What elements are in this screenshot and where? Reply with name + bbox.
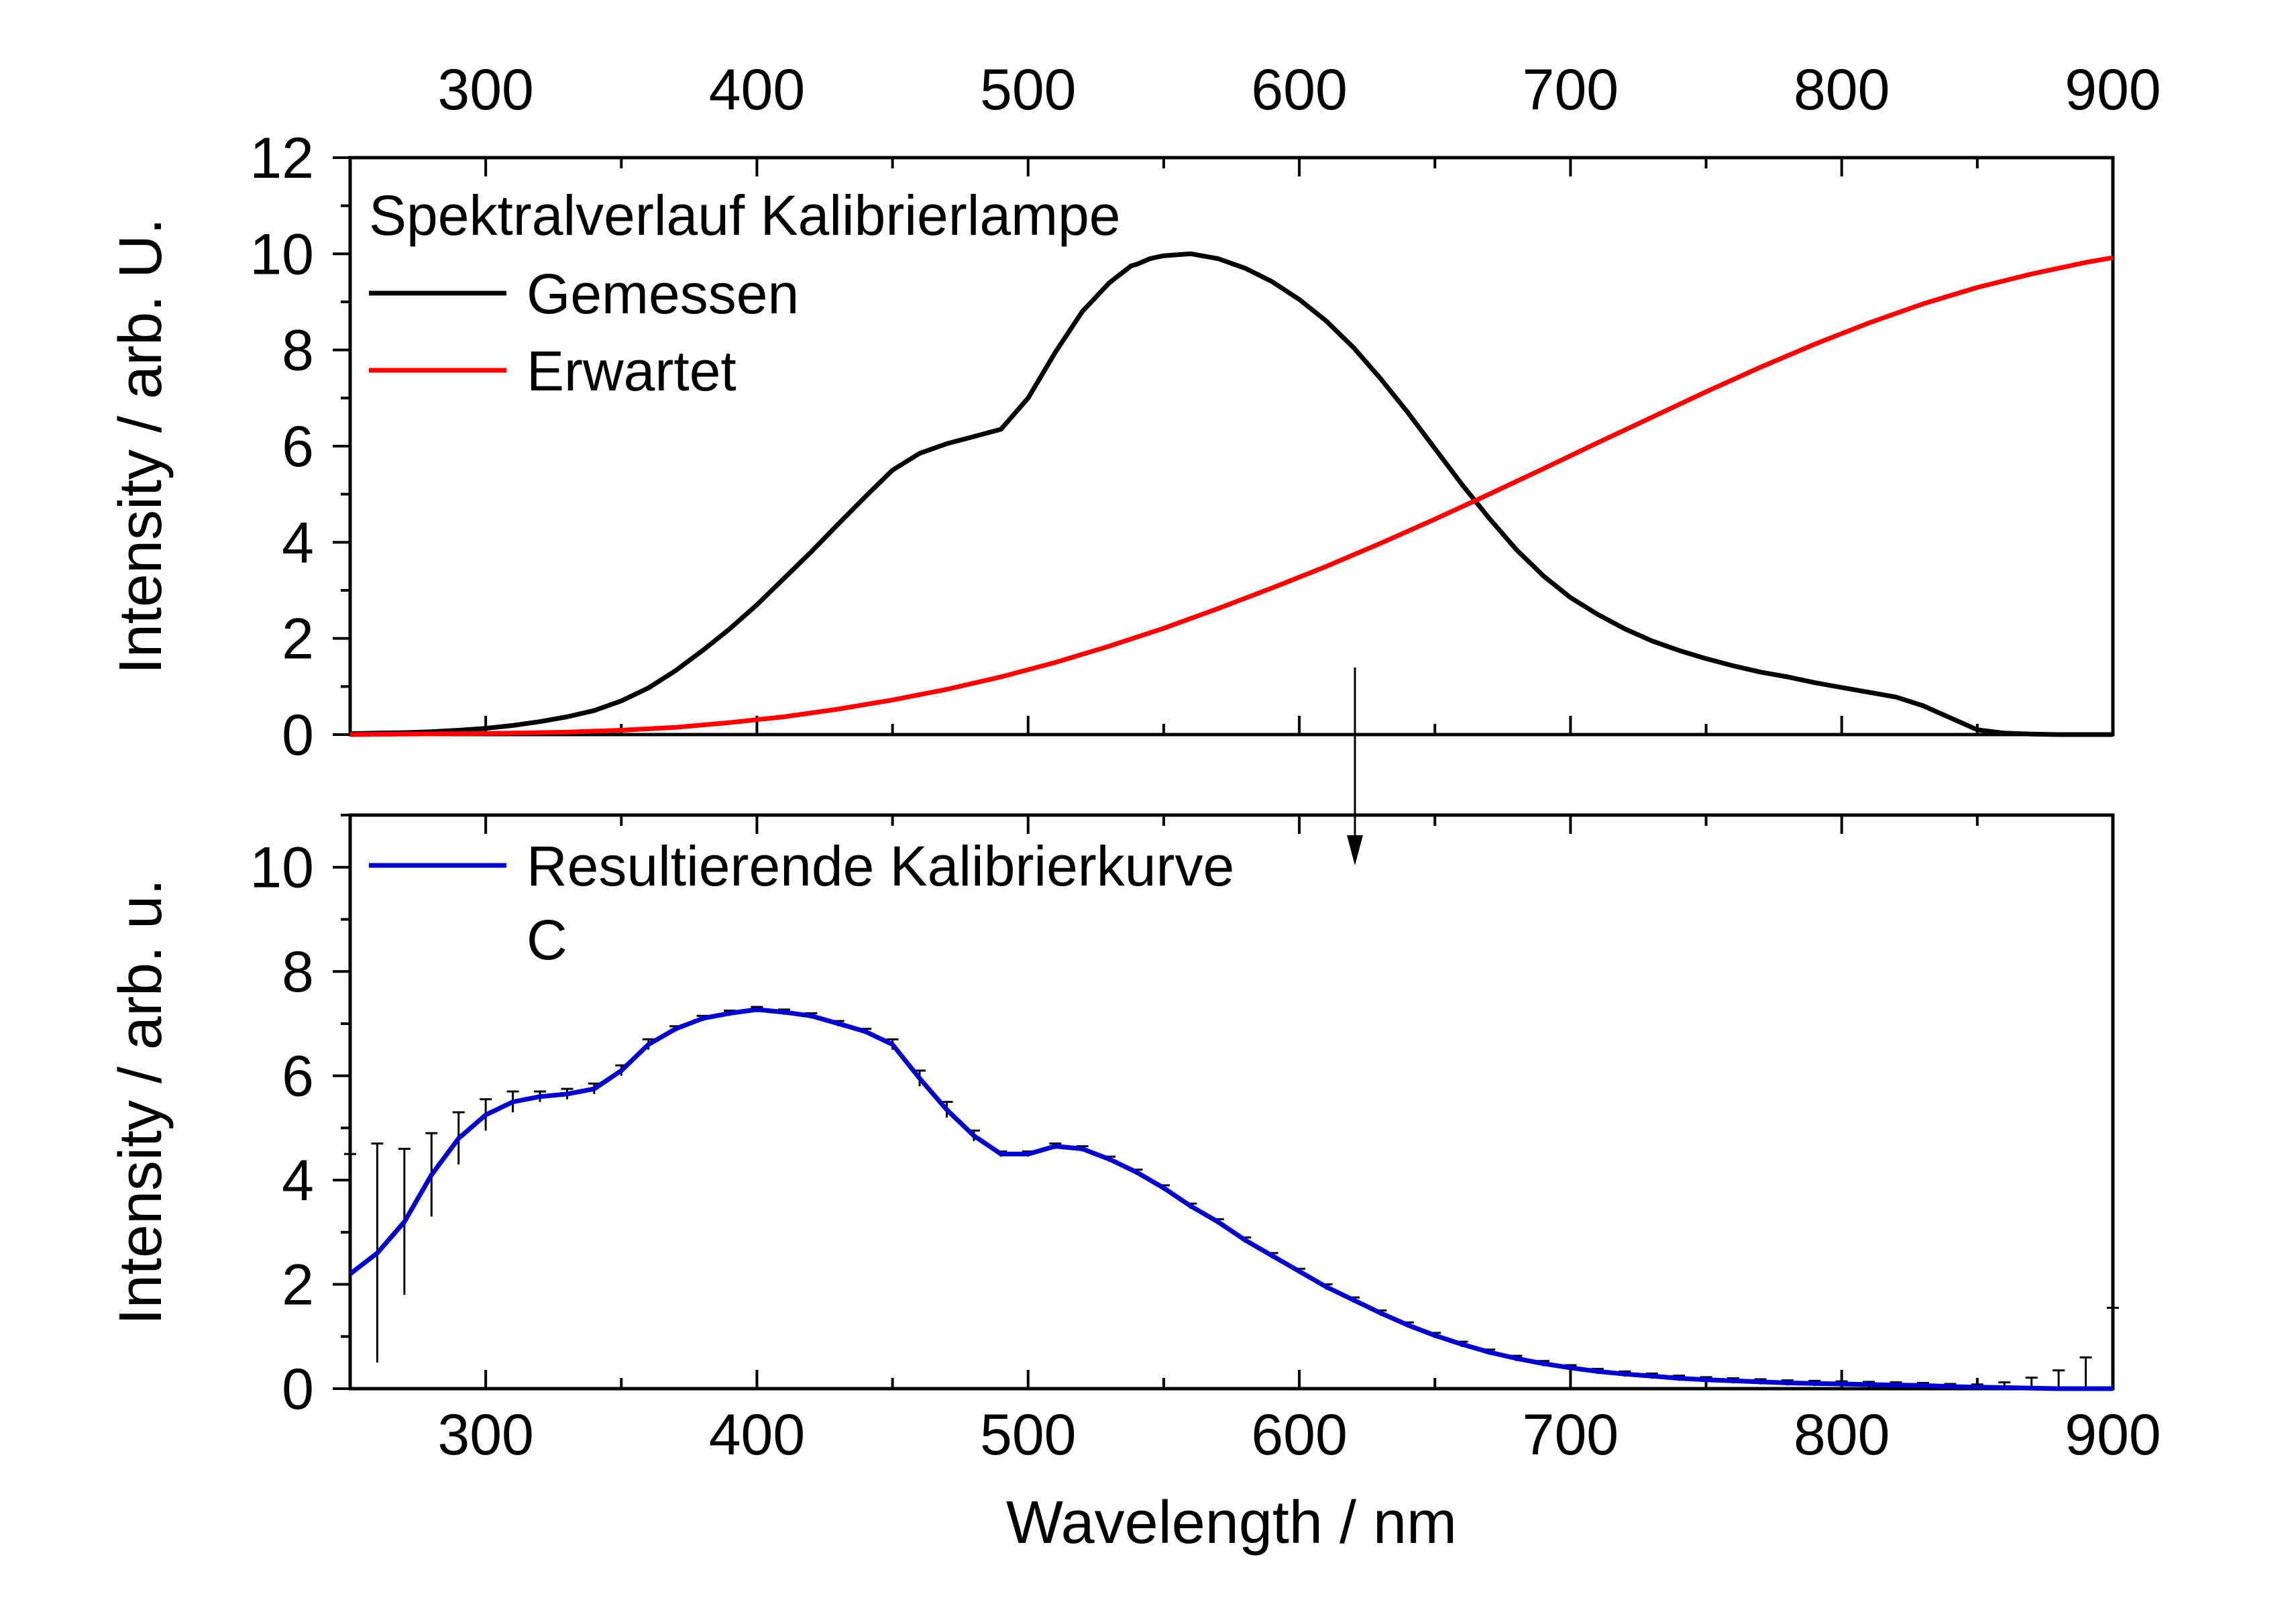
x-axis-label: Wavelength / nm [1006,1489,1457,1556]
bottom-x-tick-label-500: 500 [980,1403,1077,1467]
bottom-x-tick-label-900: 900 [2065,1403,2161,1467]
top-x-tick-label-600: 600 [1251,58,1348,122]
bottom-panel: 300 400 500 600 700 800 900 0 2 4 6 8 10 Intensity /… [107,813,2161,1556]
bottom-y-tick-label-8: 8 [282,940,314,1004]
series-line-erwartet [349,255,2114,737]
bottom-y-tick-label-4: 4 [282,1148,314,1213]
top-x-tick-label-800: 800 [1794,58,1890,122]
top-legend-title: Spektralverlauf Kalibrierlampe [369,184,1121,247]
top-y-tick-label-12: 12 [250,126,314,191]
legend-label-kalibrierkurve: Resultierende Kalibrierkurve [527,835,1234,898]
top-y-axis-label: Intensity / arb. U. [107,218,174,674]
top-x-tick-label-300: 300 [437,58,534,122]
bottom-y-tick-label-2: 2 [282,1253,314,1318]
bottom-x-tick-label-400: 400 [709,1403,806,1467]
legend-label-kalibrierkurve-line2: C [527,908,567,971]
bottom-y-tick-label-0: 0 [282,1357,314,1422]
top-plot-series [349,251,2114,737]
top-y-tick-label-6: 6 [282,415,314,479]
top-x-tick-label-700: 700 [1523,58,1619,122]
legend-label-gemessen: Gemessen [527,262,799,325]
top-y-tick-label-0: 0 [282,703,314,767]
top-x-tick-label-400: 400 [709,58,806,122]
bottom-y-axis-label: Intensity / arb. u. [107,879,174,1325]
bottom-y-tick-label-6: 6 [282,1045,314,1109]
top-panel: 300 400 500 600 700 800 900 0 2 4 6 8 10 12 Intensity… [107,58,2161,767]
bottom-x-tick-label-300: 300 [437,1403,534,1467]
bottom-y-tick-label-10: 10 [250,836,314,900]
top-y-tick-label-8: 8 [282,319,314,383]
top-y-tick-label-2: 2 [282,607,314,672]
bottom-x-tick-label-800: 800 [1794,1403,1890,1467]
bottom-axis-ticks: 300 400 500 600 700 800 900 0 2 4 6 8 10 [250,814,2161,1467]
series-line-gemessen [349,251,2113,737]
top-x-tick-label-900: 900 [2065,58,2161,122]
bottom-plot-frame [348,813,2115,1391]
top-axis-ticks: 300 400 500 600 700 800 900 0 2 4 6 8 10 12 [250,58,2161,767]
bottom-x-tick-label-600: 600 [1251,1403,1348,1467]
top-y-tick-label-4: 4 [282,511,314,575]
bottom-legend: Resultierende Kalibrierkurve C [369,835,1234,971]
bottom-plot-series [348,1007,2113,1391]
top-y-tick-label-10: 10 [250,222,314,286]
series-line-kalibrierkurve [348,1007,2113,1391]
bottom-x-tick-label-700: 700 [1523,1403,1619,1467]
top-x-tick-label-500: 500 [980,58,1077,122]
arrow-head-icon [1347,835,1363,865]
panel-connector-arrow [1347,667,1363,865]
legend-label-erwartet: Erwartet [527,339,736,403]
top-legend: Spektralverlauf Kalibrierlampe Gemessen … [369,184,1121,403]
